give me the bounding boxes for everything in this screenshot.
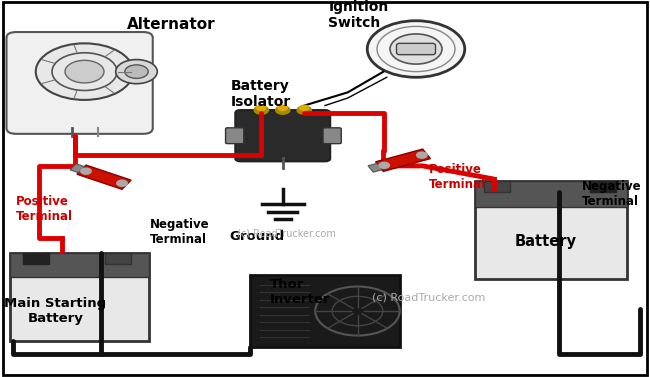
Text: Negative
Terminal: Negative Terminal (582, 180, 642, 208)
Circle shape (367, 21, 465, 77)
Polygon shape (376, 149, 430, 172)
Bar (474, 181, 627, 279)
Circle shape (116, 60, 157, 84)
Bar (484, 181, 510, 192)
Bar (23, 253, 49, 264)
Circle shape (276, 106, 290, 114)
FancyBboxPatch shape (396, 43, 436, 55)
Text: Ground: Ground (229, 230, 284, 243)
Circle shape (300, 105, 309, 110)
FancyBboxPatch shape (6, 32, 153, 134)
Circle shape (257, 105, 266, 110)
Circle shape (297, 106, 311, 114)
Bar (105, 253, 131, 264)
Text: Battery: Battery (515, 234, 577, 249)
Bar (474, 181, 627, 207)
Text: (c) RoadTrucker.com: (c) RoadTrucker.com (237, 229, 336, 239)
Text: Negative
Terminal: Negative Terminal (150, 218, 209, 246)
Text: Alternator: Alternator (127, 17, 215, 32)
Text: Battery
Isolator: Battery Isolator (231, 79, 291, 109)
FancyBboxPatch shape (235, 110, 330, 161)
Circle shape (278, 105, 287, 110)
Text: Main Starting
Battery: Main Starting Battery (4, 297, 107, 325)
Bar (10, 253, 150, 341)
Circle shape (81, 168, 91, 174)
Polygon shape (70, 164, 84, 173)
Bar (10, 253, 150, 277)
FancyBboxPatch shape (226, 128, 244, 144)
Circle shape (36, 43, 133, 100)
Polygon shape (77, 165, 131, 189)
FancyBboxPatch shape (323, 128, 341, 144)
Bar (590, 181, 616, 192)
Circle shape (254, 106, 268, 114)
Polygon shape (368, 163, 382, 172)
Bar (250, 275, 400, 347)
Text: Thor
Inverter: Thor Inverter (270, 278, 330, 306)
Circle shape (379, 162, 389, 169)
Circle shape (117, 180, 127, 186)
Text: (c) RoadTrucker.com: (c) RoadTrucker.com (372, 293, 486, 303)
Circle shape (125, 65, 148, 78)
Text: Ignition
Switch: Ignition Switch (328, 0, 389, 30)
Text: Positive
Terminal: Positive Terminal (16, 195, 73, 223)
Circle shape (417, 152, 427, 158)
Text: Positive
Terminal: Positive Terminal (429, 163, 486, 191)
Circle shape (65, 60, 104, 83)
Circle shape (390, 34, 442, 64)
